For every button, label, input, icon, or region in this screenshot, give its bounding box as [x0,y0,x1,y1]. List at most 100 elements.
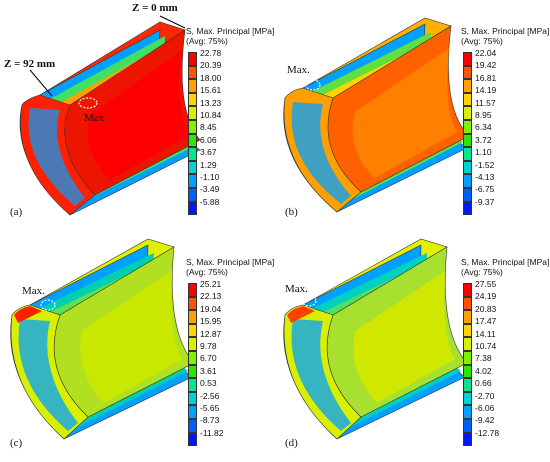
legend-swatch [463,310,472,324]
stress-contour-model [10,238,195,440]
legend-swatch [463,133,472,148]
legend-value: 20.39 [200,60,222,71]
max-marker [301,295,317,307]
legend-swatch [463,65,472,80]
legend-swatch [463,364,472,379]
inner-highlight [352,48,457,178]
legend-swatch [463,296,472,311]
legend-value: 18.00 [200,72,222,83]
legend-unit: [MPa] [252,26,275,36]
legend-color-bar [188,283,197,447]
legend-swatch [463,378,472,392]
legend-swatch [188,92,197,107]
z-end-leader [29,69,53,97]
legend-swatch [188,405,197,419]
legend-value: -6.06 [475,402,495,413]
legend-value: 15.61 [200,85,222,96]
panel-letter: (a) [10,206,23,218]
legend-value: -9.42 [475,415,495,426]
panel-letter: (d) [285,437,298,449]
legend-value: -9.37 [475,196,495,207]
panel-letter: (b) [285,206,298,218]
legend-value: 19.04 [200,303,222,314]
legend-value: 12.87 [200,328,222,339]
legend-value: 6.70 [200,353,217,364]
legend-avg: (Avg: 75%) [461,36,503,46]
legend-swatch [188,160,197,175]
legend-swatch [463,119,472,134]
legend-swatch [463,52,472,66]
rim-band [291,102,351,204]
legend-swatch [188,391,197,406]
legend-swatch [188,432,197,447]
max-marker [40,299,56,311]
legend-swatch [463,405,472,419]
legend-value: -5.88 [200,196,220,207]
legend-value: 11.57 [475,97,496,108]
rim-hotspot [287,306,315,323]
legend-value: 4.02 [475,365,492,376]
z-start-leader [159,15,186,29]
z-start-label: Z = 0 mm [132,2,178,14]
legend-swatch [463,283,472,297]
legend-labels: 27.55 24.19 20.83 17.47 14.11 10.74 7.38 4.02 0.… [475,278,499,439]
legend-value: 22.78 [200,48,222,58]
legend-value: 7.38 [475,353,492,364]
legend-swatch [463,147,472,161]
max-label: Max. [287,64,310,76]
legend-swatch [188,418,197,433]
legend-swatch [188,133,197,148]
legend-avg: (Avg: 75%) [186,36,228,46]
legend-swatch [188,79,197,93]
legend-value: 10.74 [475,340,497,351]
legend-value: -1.52 [475,159,495,170]
legend-value: -2.56 [200,390,220,401]
legend-value: 0.53 [200,378,217,389]
legend-value: 9.78 [200,340,217,351]
legend-labels: 25.21 22.13 19.04 15.95 12.87 9.78 6.70 3.61 0.5… [200,278,223,439]
legend-value: -5.65 [200,402,220,413]
legend-title: S, Max. Principal [461,26,525,36]
legend-value: 6.06 [200,134,217,145]
legend-value: 6.34 [475,122,492,133]
legend-swatch [463,79,472,93]
legend-swatch [188,296,197,311]
z-end-label: Z = 92 mm [4,58,56,70]
max-marker [305,79,321,91]
legend-value: 10.84 [200,109,222,120]
legend-swatch [463,160,472,175]
legend-value: 3.72 [475,134,492,145]
legend-value: -11.82 [200,427,224,438]
max-label: Max. [22,285,45,297]
legend-value: 19.42 [475,60,497,71]
legend-value: 15.95 [200,316,222,327]
stress-contour-model [19,15,201,216]
legend-title: S, Max. Principal [186,26,250,36]
legend-swatch [188,106,197,120]
legend-swatch [188,378,197,392]
legend-value: 22.13 [200,291,222,302]
legend-swatch [463,337,472,351]
legend-value: 25.21 [200,279,222,289]
legend-swatch [463,323,472,338]
legend-avg: (Avg: 75%) [186,267,228,277]
max-label: Max. [285,283,308,295]
panel-letter: (c) [10,437,23,449]
legend-value: 14.11 [475,328,496,339]
legend-value: 20.83 [475,303,497,314]
legend-swatch [188,310,197,324]
legend-value: 13.23 [200,97,222,108]
inner-highlight [353,271,455,403]
legend-value: 27.55 [475,279,497,289]
legend-swatch [188,65,197,80]
legend-swatch [188,201,197,216]
legend-swatch [188,187,197,202]
legend-value: -6.75 [475,184,495,195]
legend-value: 24.19 [475,291,497,302]
max-marker [78,97,98,109]
legend-value: 14.19 [475,85,497,96]
legend-swatch [188,364,197,379]
legend-value: -1.10 [200,171,220,182]
legend-swatch [188,350,197,365]
legend-swatch [188,147,197,161]
